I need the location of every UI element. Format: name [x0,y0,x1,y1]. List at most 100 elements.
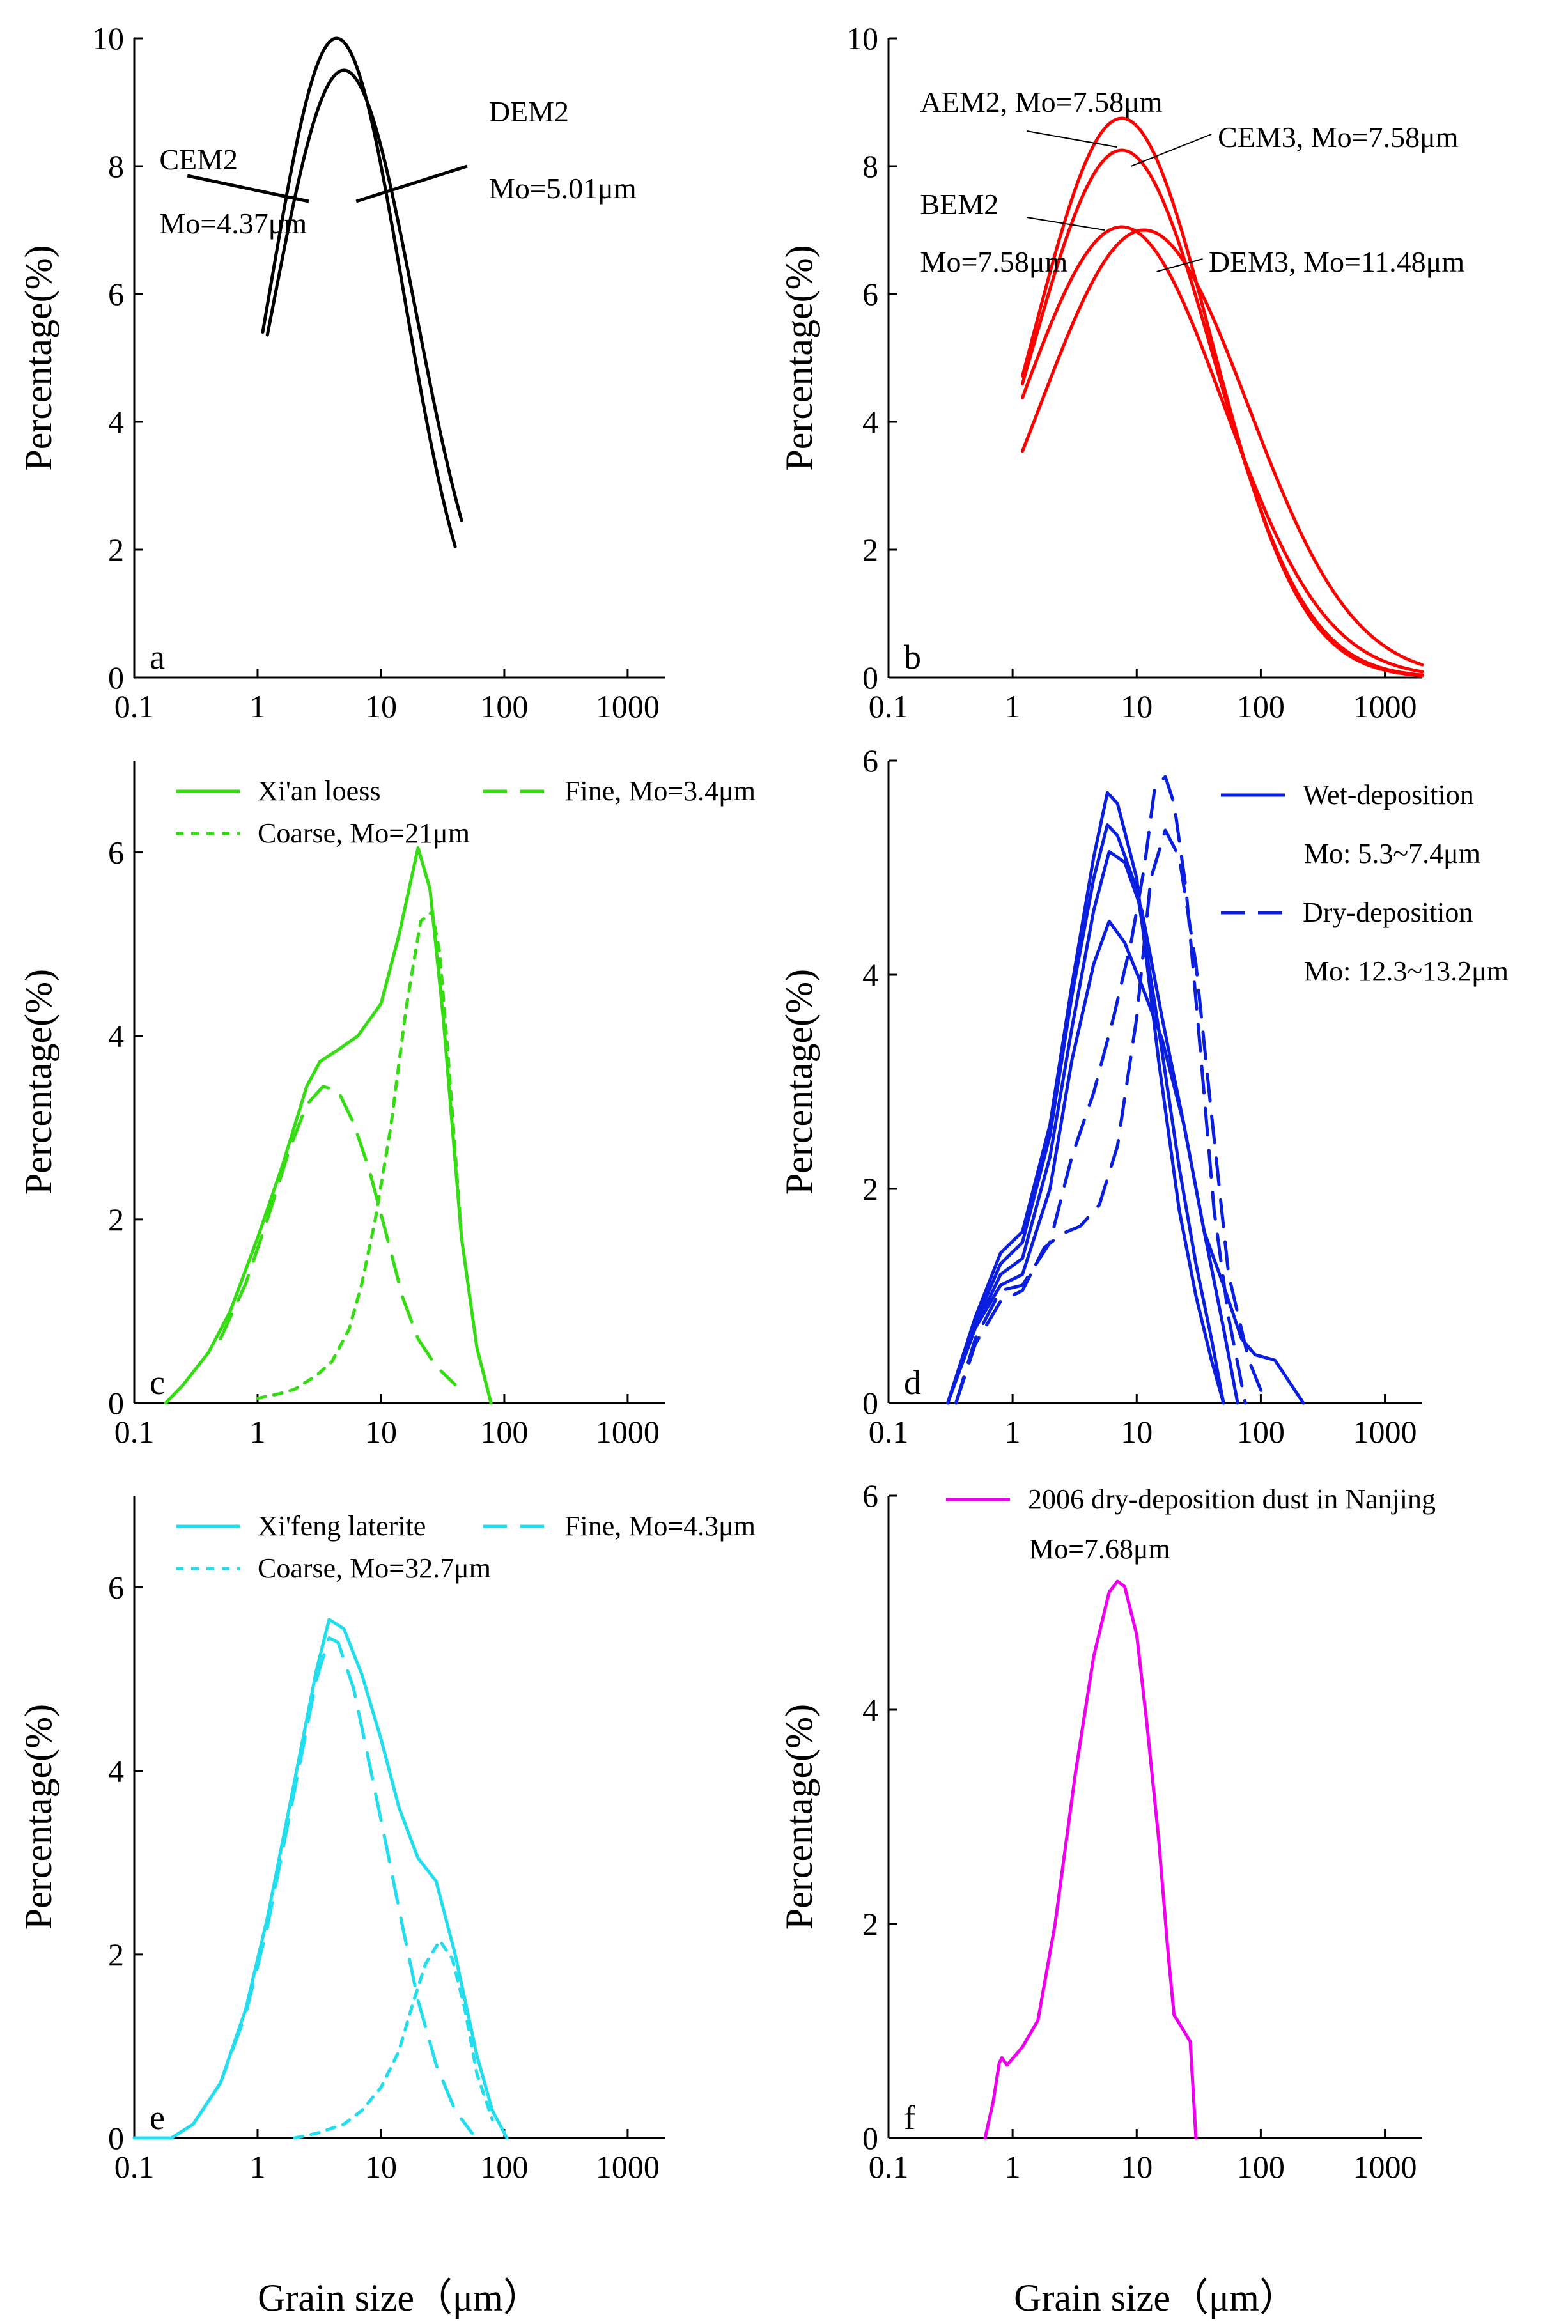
panel-b: 0.1 1 10 100 1000 0 2 4 6 8 10 Percentage(%) AEM2, M… [778,20,1464,724]
legend-label: Fine, Mo=4.3μm [564,1510,756,1542]
annotation-label: Mo=5.01μm [489,172,637,205]
legend-label: Mo: 5.3~7.4μm [1304,838,1480,869]
y-tick-label: 4 [862,1692,878,1728]
y-tick-label: 8 [862,148,878,184]
y-tick-label: 2 [108,1937,124,1972]
series-line-b-1 [1021,148,1424,677]
x-tick-label: 10 [365,2149,397,2185]
annotation-label: BEM2 [920,188,999,221]
legend-label: Fine, Mo=3.4μm [564,775,756,807]
y-axis-title: Percentage(%) [778,969,820,1195]
x-tick-label: 10 [365,688,397,724]
y-tick-label: 6 [108,1570,124,1606]
annotation-label: CEM3, Mo=7.58μm [1218,121,1459,153]
panel-letter: d [904,1363,921,1402]
series-line-b-2 [1021,225,1424,674]
series-line-b-0 [1021,116,1424,678]
y-axis-title: Percentage(%) [778,245,820,470]
x-tick-label: 0.1 [869,2149,909,2185]
y-axis-title: Percentage(%) [17,1704,59,1930]
series-line-d-2 [946,849,1305,1405]
panel-letter: c [150,1363,165,1402]
x-tick-label: 1000 [1353,688,1417,724]
x-tick-label: 1 [249,1414,265,1450]
series-line-d-3 [946,919,1239,1405]
series-line-d-1 [946,823,1225,1405]
panel-letter: b [904,638,921,676]
x-tick-label: 1 [1005,688,1021,724]
panel-f: 0.1 1 10 100 1000 0 2 4 6 Percentage(%) 2006 dry-d… [778,1478,1436,2185]
annotation-leader-line [1027,217,1105,231]
x-tick-label: 1000 [596,1414,660,1450]
y-axis-title: Percentage(%) [778,1704,820,1930]
panel-letter: f [904,2098,915,2137]
y-tick-label: 4 [862,957,878,993]
y-axis-title: Percentage(%) [17,245,59,470]
y-tick-label: 0 [862,1385,878,1421]
panel-letter: e [150,2098,165,2137]
y-tick-label: 4 [108,1753,124,1789]
annotation-label: AEM2, Mo=7.58μm [920,86,1163,118]
y-tick-label: 4 [108,404,124,440]
series-line-c-1 [219,1085,457,1386]
series-line-e-1 [191,1636,474,2135]
x-tick-label: 0.1 [869,688,909,724]
legend-label: Xi'an loess [258,775,380,807]
series-line-d-4 [954,775,1247,1405]
series-line-e-2 [293,1939,494,2140]
legend-label: Mo: 12.3~13.2μm [1304,956,1509,987]
y-tick-label: 0 [862,660,878,695]
legend-label: Xi'feng laterite [258,1510,426,1542]
legend-label: Mo=7.68μm [1029,1533,1170,1565]
x-tick-label: 100 [480,1414,528,1450]
legend-label: Coarse, Mo=32.7μm [258,1553,491,1584]
y-tick-label: 0 [108,1385,124,1421]
x-tick-label: 1000 [1353,1414,1417,1450]
annotation-leader-line [1027,130,1117,148]
x-tick-label: 100 [480,688,528,724]
y-tick-label: 0 [108,660,124,695]
annotation-label: DEM2 [489,95,569,128]
series-line-e-0 [132,1618,509,2140]
series-line-a-0 [261,36,457,548]
series-line-d-0 [946,791,1225,1405]
x-tick-label: 1 [1005,1414,1021,1450]
annotation-leader-line [1156,258,1203,272]
annotation-label: Mo=7.58μm [920,245,1068,278]
x-tick-label: 0.1 [114,1414,155,1450]
y-axis-title: Percentage(%) [17,969,59,1195]
y-tick-label: 6 [862,1478,878,1514]
panel-a: 0.1 1 10 100 1000 0 2 4 6 8 10 Percentage(%) CEM2 Mo=… [17,20,665,724]
x-tick-label: 1000 [596,2149,660,2185]
y-tick-label: 2 [108,1202,124,1237]
y-tick-label: 0 [862,2120,878,2156]
y-tick-label: 2 [862,1171,878,1207]
x-tick-label: 100 [1237,1414,1285,1450]
y-tick-label: 2 [862,1906,878,1942]
x-tick-label: 0.1 [114,2149,155,2185]
y-tick-label: 8 [108,148,124,184]
y-tick-label: 4 [862,404,878,440]
series-line-f-0 [983,1579,1198,2140]
y-tick-label: 2 [862,532,878,568]
x-tick-label: 100 [1237,688,1285,724]
legend-label: Coarse, Mo=21μm [258,817,470,849]
y-tick-label: 6 [862,743,878,779]
x-tick-label: 100 [480,2149,528,2185]
series-line-b-3 [1021,228,1424,667]
panel-c: 0.1 1 10 100 1000 0 2 4 6 Percentage(%) Xi'an loes… [17,761,756,1450]
x-tick-label: 10 [1121,2149,1153,2185]
annotation-label: CEM2 [159,143,238,176]
x-tick-label: 1000 [1353,2149,1417,2185]
panel-d: 0.1 1 10 100 1000 0 2 4 6 Percentage(%) Wet-deposi… [778,743,1509,1450]
annotation-label: DEM3, Mo=11.48μm [1209,245,1465,278]
y-tick-label: 2 [108,532,124,568]
panel-e: 0.1 1 10 100 1000 0 2 4 6 Percentage(%) Xi'feng la… [17,1496,756,2185]
x-axis-title-left: Grain size（μm） [258,2277,541,2319]
x-tick-label: 10 [365,1414,397,1450]
annotation-leader-line [1131,134,1212,167]
y-tick-label: 6 [108,276,124,312]
legend-label: 2006 dry-deposition dust in Nanjing [1028,1483,1436,1515]
series-line-c-0 [164,846,493,1405]
